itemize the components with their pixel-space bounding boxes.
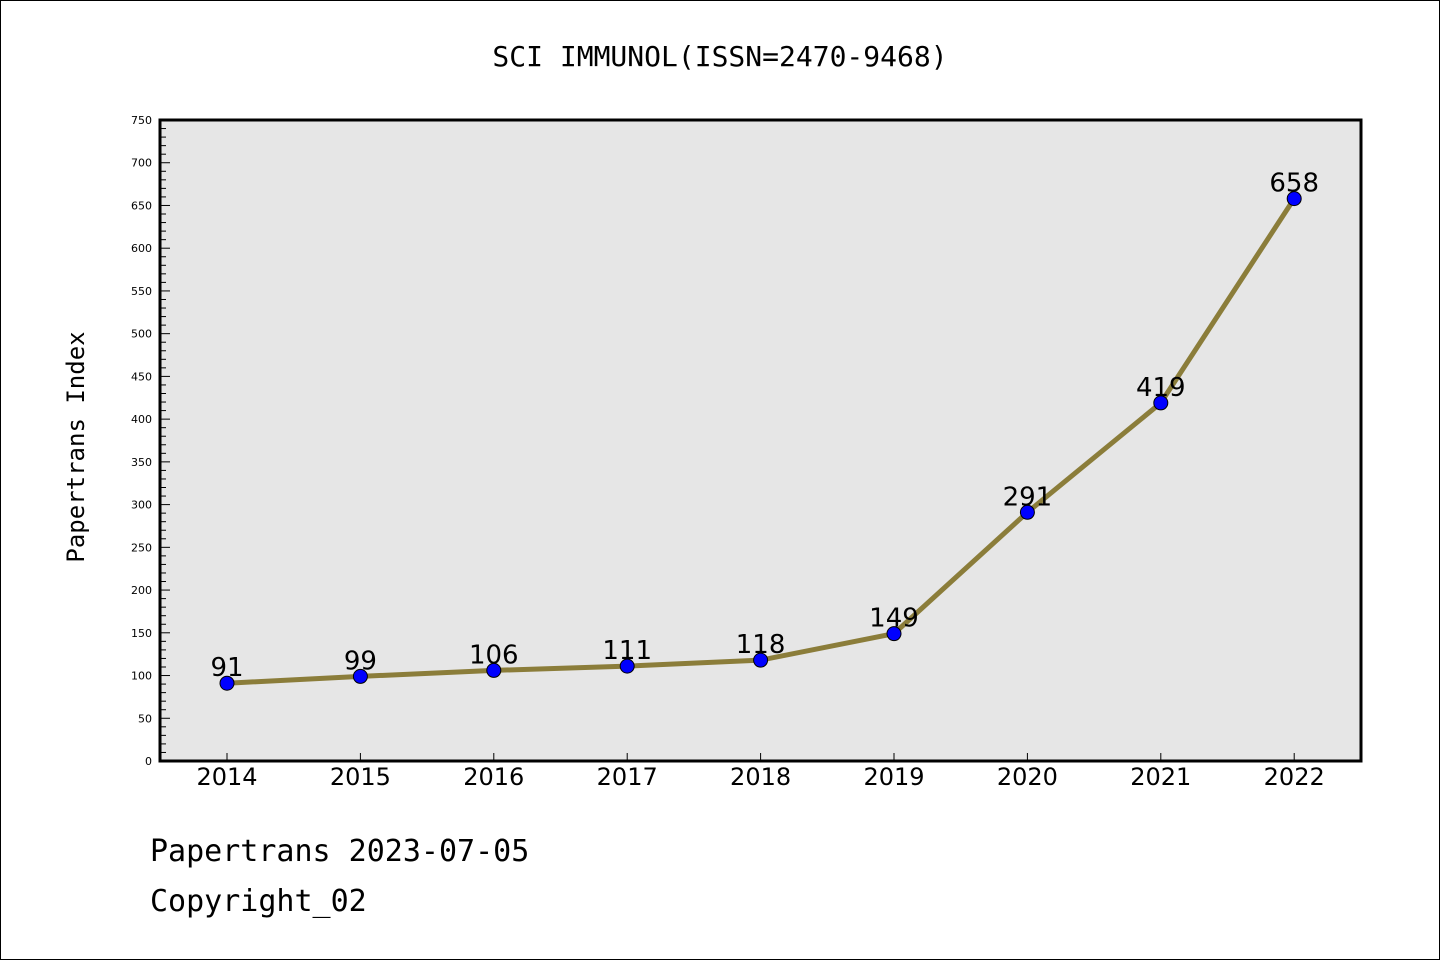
y-tick-label: 200 (131, 584, 152, 597)
data-point (1019, 504, 1035, 520)
data-point (219, 675, 235, 691)
data-point (886, 626, 902, 642)
x-tick-label: 2015 (330, 763, 391, 791)
x-tick-label: 2017 (597, 763, 658, 791)
data-point (1286, 191, 1302, 207)
data-label: 106 (469, 640, 519, 670)
footer-date-line: Papertrans 2023-07-05 (150, 834, 530, 869)
data-label: 91 (210, 653, 243, 683)
y-tick-label: 350 (131, 456, 152, 469)
data-point (619, 658, 635, 674)
y-axis-label: Papertrans Index (62, 331, 90, 562)
y-tick-label: 450 (131, 370, 152, 383)
y-tick-label: 550 (131, 285, 152, 298)
data-point (486, 662, 502, 678)
data-label: 118 (736, 630, 786, 660)
y-tick-label: 750 (131, 114, 152, 127)
y-tick-label: 0 (145, 755, 152, 768)
x-axis: 2014 2015 2016 2017 2018 2019 2020 2021 2022 (196, 753, 1325, 791)
y-tick-label: 250 (131, 541, 152, 554)
plot-border (158, 118, 1363, 763)
y-tick-label: 400 (131, 413, 152, 426)
data-point (352, 668, 368, 684)
x-tick-label: 2020 (997, 763, 1058, 791)
data-label: 99 (344, 646, 377, 676)
y-tick-label: 300 (131, 499, 152, 512)
x-tick-label: 2019 (863, 763, 924, 791)
y-tick-label: 650 (131, 199, 152, 212)
data-label: 111 (602, 636, 652, 666)
y-tick-label: 500 (131, 328, 152, 341)
data-label: 658 (1269, 169, 1319, 199)
data-point (1153, 395, 1169, 411)
x-tick-label: 2016 (463, 763, 524, 791)
data-labels: 91 99 106 111 118 149 291 419 658 (210, 169, 1319, 684)
y-tick-label: 700 (131, 157, 152, 170)
y-tick-label: 150 (131, 627, 152, 640)
y-tick-label: 100 (131, 670, 152, 683)
footer-copyright-line: Copyright_02 (150, 884, 367, 919)
y-axis: 0 50 100 150 200 250 300 350 400 450 500 550 600 650 7… (131, 114, 170, 768)
x-tick-label: 2021 (1130, 763, 1191, 791)
y-tick-label: 600 (131, 242, 152, 255)
y-tick-label: 50 (138, 712, 152, 725)
data-label: 149 (869, 604, 919, 634)
data-label: 419 (1136, 373, 1186, 403)
chart-title: SCI IMMUNOL(ISSN=2470-9468) (492, 40, 947, 73)
x-tick-label: 2022 (1264, 763, 1325, 791)
data-label: 291 (1003, 482, 1053, 512)
x-tick-label: 2014 (196, 763, 257, 791)
data-point (753, 652, 769, 668)
series-layer (219, 191, 1302, 691)
x-tick-label: 2018 (730, 763, 791, 791)
